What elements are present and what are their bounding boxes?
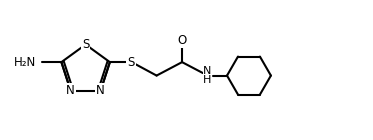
Text: H₂N: H₂N [14, 56, 36, 69]
Text: N: N [66, 84, 75, 97]
Text: N: N [96, 84, 105, 97]
Text: N
H: N H [203, 66, 212, 85]
Text: S: S [128, 56, 135, 69]
Text: O: O [178, 34, 187, 47]
Text: S: S [82, 38, 89, 51]
